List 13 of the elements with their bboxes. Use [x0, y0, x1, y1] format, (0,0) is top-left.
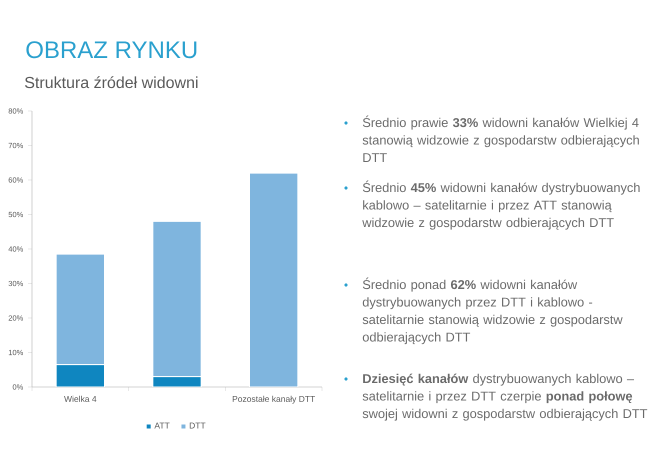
x-tick-label: Wielka 4: [64, 396, 96, 402]
text: Dziesięć kanałów dystrybuowanych kablowo – satelitarnie i przez DTT czerpie ponad połowę swojej widowni z gospodarstw odbierających DTT: [362, 374, 648, 421]
text: Średnio ponad 62% widowni kanałów dystrybuowanych przez DTT i kablowo - satelitarnie stanowią widzowie z gospodarstw odbierających DTT: [362, 278, 623, 344]
chart-subtitle: Struktura źródeł widowni: [25, 76, 198, 88]
text: Średnio 45% widowni kanałów dystrybuowanych kablowo – satelitarnie i przez ATT stanowią widzowie z gospodarstw odbierających DTT: [362, 180, 640, 230]
legend-label: ATT: [154, 422, 170, 428]
bar: [249, 172, 298, 387]
text: Średnio prawie 33% widowni kanałów Wielkiej 4 stanowią widzowie z gospodarstw odbierających DTT: [362, 116, 639, 162]
x-tick-label: Pozostałe kanały DTT: [232, 396, 316, 404]
bar: [56, 254, 105, 366]
chart-title: OBRAZ RYNKU: [26, 41, 196, 58]
legend-label: DTT: [190, 422, 206, 428]
bar: [152, 220, 202, 378]
